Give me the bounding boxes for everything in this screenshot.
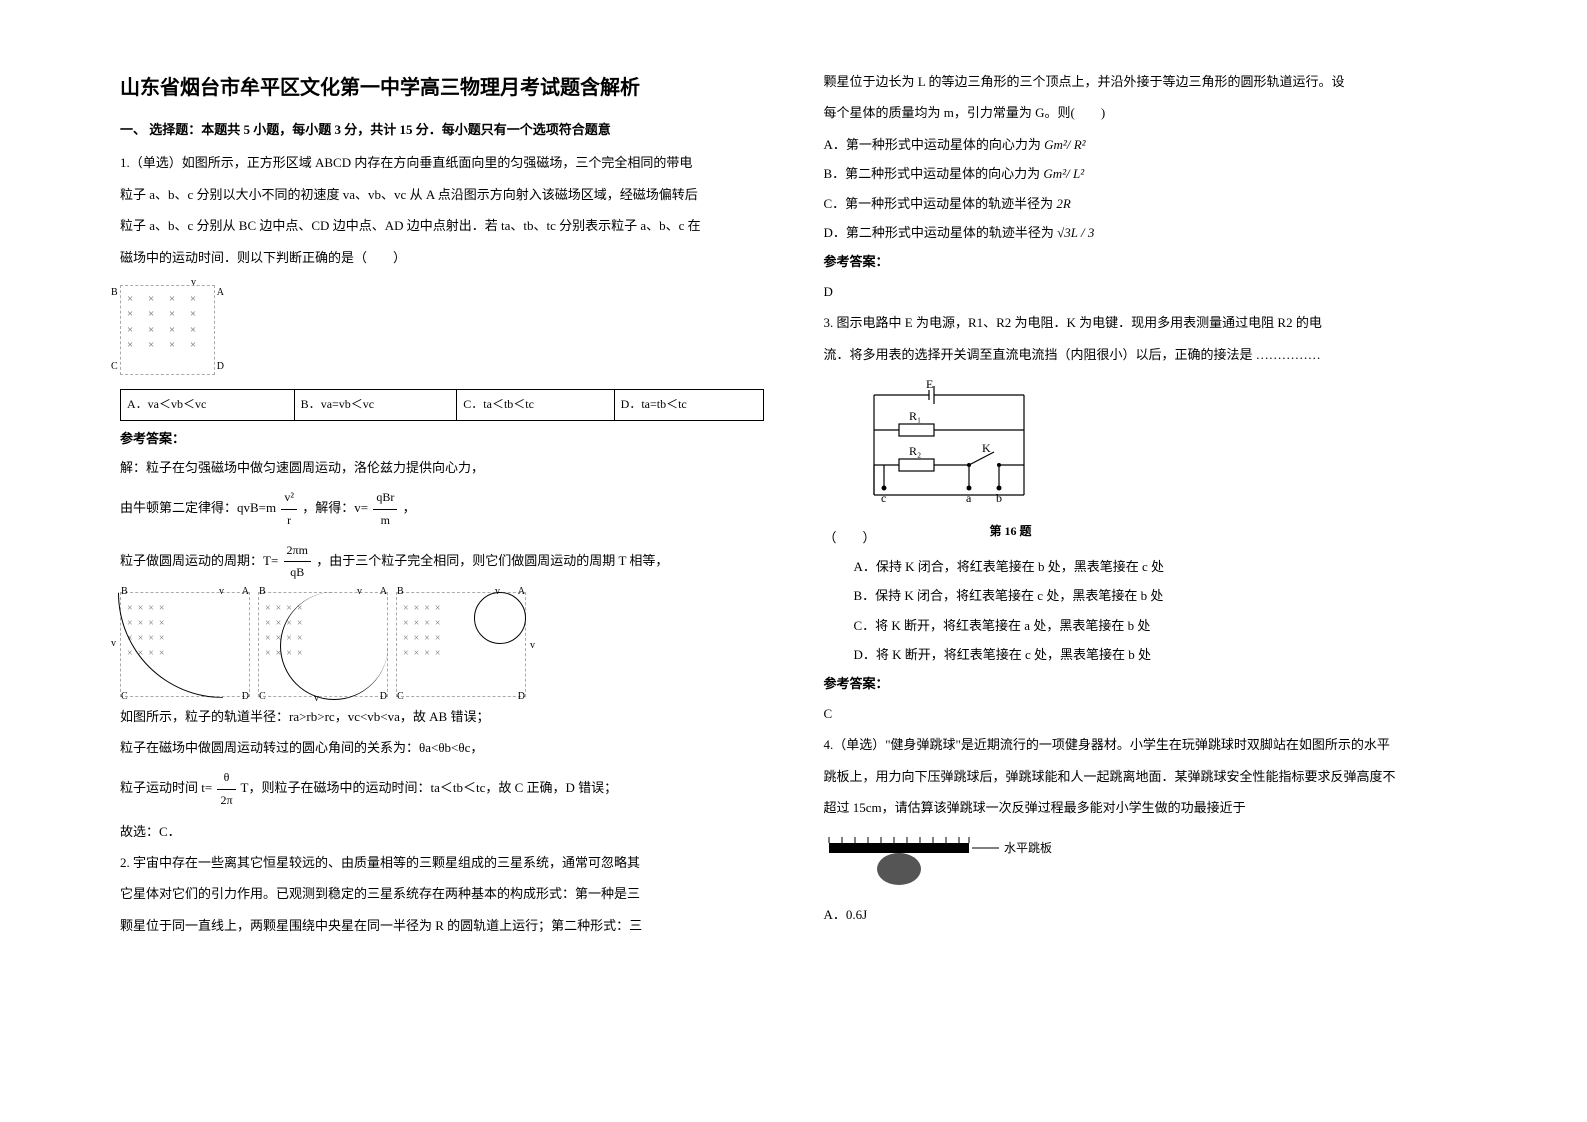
q3-answer: C [824, 702, 1468, 725]
q3-optC: C．将 K 断开，将红表笔接在 a 处，黑表笔接在 b 处 [854, 614, 1468, 637]
label-C: C [111, 358, 118, 376]
q2-line2: 它星体对它们的引力作用。已观测到稳定的三星系统存在两种基本的构成形式：第一种是三 [120, 882, 764, 905]
q3-line2: 流．将多用表的选择开关调至直流电流挡（内阻很小）以后，正确的接法是 …………… [824, 343, 1468, 366]
q1-sol2-pre: 由牛顿第二定律得：qvB=m [120, 500, 276, 515]
q1-optA-text: va＜vb＜vc [148, 397, 207, 411]
q1-opt-A: A．va＜vb＜vc [121, 389, 295, 420]
frac-qbrm: qBrm [373, 487, 397, 531]
expr-gm2r2: Gm²/ R² [1044, 137, 1085, 152]
frac-theta: θ2π [217, 767, 235, 811]
q2-answer-label: 参考答案： [824, 250, 1468, 273]
expr-sqrt3l3: √3L / 3 [1057, 225, 1094, 240]
q2-optB: B．第二种形式中运动星体的向心力为 Gm²/ L² [824, 162, 1468, 185]
frac-v2r: v²r [281, 487, 297, 531]
q1-three-arc-diagrams: × × × × × × × × × × × × × × × × BA CD v … [120, 592, 764, 697]
arc-diagram-a: × × × × × × × × × × × × × × × × BA CD v … [120, 592, 250, 697]
q1-optB-text: va=vb＜vc [321, 397, 374, 411]
label-D: D [217, 358, 224, 376]
q4-jump-diagram: 水平跳板 [824, 827, 1468, 894]
q2-optD: D．第二种形式中运动星体的轨迹半径为 √3L / 3 [824, 221, 1468, 244]
q1-sol3: 粒子做圆周运动的周期：T= 2πmqB ，由于三个粒子完全相同，则它们做圆周运动… [120, 540, 764, 584]
q1-line2: 粒子 a、b、c 分别以大小不同的初速度 va、vb、vc 从 A 点沿图示方向… [120, 183, 764, 206]
q1-sol6-pre: 粒子运动时间 t= [120, 781, 212, 796]
arc-diagram-c: × × × × × × × × × × × × × × × × BA CD v … [396, 592, 526, 697]
q1-line4: 磁场中的运动时间．则以下判断正确的是（ ） [120, 246, 764, 269]
q1-sol3-pre: 粒子做圆周运动的周期：T= [120, 553, 278, 568]
q1-sol7: 故选：C． [120, 820, 764, 843]
q1-opt-C: C．ta＜tb＜tc [457, 389, 614, 420]
left-column: 山东省烟台市牟平区文化第一中学高三物理月考试题含解析 一、 选择题：本题共 5 … [100, 70, 794, 1082]
q3-caption: 第 16 题 [936, 521, 1086, 543]
q3-answer-label: 参考答案： [824, 672, 1468, 695]
section-heading: 一、 选择题：本题共 5 小题，每小题 3 分，共计 15 分．每小题只有一个选… [120, 118, 764, 141]
label-v: v [191, 274, 196, 292]
q4-line3: 超过 15cm，请估算该弹跳球一次反弹过程最多能对小学生做的功最接近于 [824, 796, 1468, 819]
q2-line3: 颗星位于同一直线上，两颗星围绕中央星在同一半径为 R 的圆轨道上运行；第二种形式… [120, 914, 764, 937]
q1-opt-D: D．ta=tb＜tc [614, 389, 763, 420]
q3-optB: B．保持 K 闭合，将红表笔接在 c 处，黑表笔接在 b 处 [854, 584, 1468, 607]
label-B: B [111, 284, 118, 302]
q2-optA: A．第一种形式中运动星体的向心力为 Gm²/ R² [824, 133, 1468, 156]
q1-sol5: 粒子在磁场中做圆周运动转过的圆心角间的关系为：θa<θb<θc， [120, 736, 764, 759]
q4-optA: A．0.6J [824, 903, 1468, 926]
q2-line5: 每个星体的质量均为 m，引力常量为 G。则( ) [824, 101, 1468, 124]
q1-sol2: 由牛顿第二定律得：qvB=m v²r ，解得：v= qBrm ， [120, 487, 764, 531]
q1-sol2-end: ， [403, 500, 416, 515]
circuit-b: b [996, 491, 1002, 505]
q1-optD-text: ta=tb＜tc [641, 397, 686, 411]
q1-sol4: 如图所示，粒子的轨道半径：ra>rb>rc，vc<vb<va，故 AB 错误； [120, 705, 764, 728]
q3-paren: （ ） [824, 526, 876, 549]
q1-sol1: 解：粒子在匀强磁场中做匀速圆周运动，洛伦兹力提供向心力， [120, 456, 764, 479]
q2-optC: C．第一种形式中运动星体的轨迹半径为 2R [824, 192, 1468, 215]
q1-line3: 粒子 a、b、c 分别从 BC 边中点、CD 边中点、AD 边中点射出．若 ta… [120, 214, 764, 237]
circuit-K: K [982, 441, 991, 455]
expr-gm2l2: Gm²/ L² [1043, 166, 1084, 181]
board-label: 水平跳板 [1004, 841, 1052, 855]
q3-circuit-diagram: E R₁ R₂ K c a b [854, 380, 1044, 510]
q4-line2: 跳板上，用力向下压弹跳球后，弹跳球能和人一起跳离地面．某弹跳球安全性能指标要求反… [824, 765, 1468, 788]
circuit-E: E [926, 380, 933, 391]
circuit-c: c [881, 491, 886, 505]
circuit-R1: R₁ [909, 409, 921, 423]
q3-optA: A．保持 K 闭合，将红表笔接在 b 处，黑表笔接在 c 处 [854, 555, 1468, 578]
right-column: 颗星位于边长为 L 的等边三角形的三个顶点上，并沿外接于等边三角形的圆形轨道运行… [794, 70, 1488, 1082]
q2-answer: D [824, 280, 1468, 303]
q1-sol2-mid: ，解得：v= [302, 500, 368, 515]
expr-2r: 2R [1056, 196, 1070, 211]
q1-opt-B: B．va=vb＜vc [294, 389, 457, 420]
q1-options-table: A．va＜vb＜vc B．va=vb＜vc C．ta＜tb＜tc D．ta=tb… [120, 389, 764, 421]
arc-diagram-b: × × × × × × × × × × × × × × × × BA CD v … [258, 592, 388, 697]
q2-line1: 2. 宇宙中存在一些离其它恒星较远的、由质量相等的三颗星组成的三星系统，通常可忽… [120, 851, 764, 874]
q1-sol6-end: T，则粒子在磁场中的运动时间：ta＜tb＜tc，故 C 正确，D 错误； [241, 781, 618, 796]
q3-optD: D．将 K 断开，将红表笔接在 c 处，黑表笔接在 b 处 [854, 643, 1468, 666]
label-A: A [217, 284, 224, 302]
circuit-R2: R₂ [909, 444, 921, 458]
field-crosses: × × × ×× × × ×× × × ×× × × × [127, 292, 208, 354]
q1-optC-text: ta＜tb＜tc [483, 397, 534, 411]
document-title: 山东省烟台市牟平区文化第一中学高三物理月考试题含解析 [120, 70, 764, 106]
q3-line1: 3. 图示电路中 E 为电源，R1、R2 为电阻．K 为电键．现用多用表测量通过… [824, 311, 1468, 334]
q1-field-diagram: B A v C D × × × ×× × × ×× × × ×× × × × [120, 285, 215, 375]
q4-line1: 4.（单选）"健身弹跳球"是近期流行的一项健身器材。小学生在玩弹跳球时双脚站在如… [824, 733, 1468, 756]
frac-period: 2πmqB [284, 540, 311, 584]
q1-answer-label: 参考答案： [120, 427, 764, 450]
q2-line4: 颗星位于边长为 L 的等边三角形的三个顶点上，并沿外接于等边三角形的圆形轨道运行… [824, 70, 1468, 93]
q1-line1: 1.（单选）如图所示，正方形区域 ABCD 内存在方向垂直纸面向里的匀强磁场，三… [120, 151, 764, 174]
q1-sol3-end: ，由于三个粒子完全相同，则它们做圆周运动的周期 T 相等， [316, 553, 668, 568]
circuit-a: a [966, 491, 972, 505]
q1-sol6: 粒子运动时间 t= θ2π T，则粒子在磁场中的运动时间：ta＜tb＜tc，故 … [120, 767, 764, 811]
